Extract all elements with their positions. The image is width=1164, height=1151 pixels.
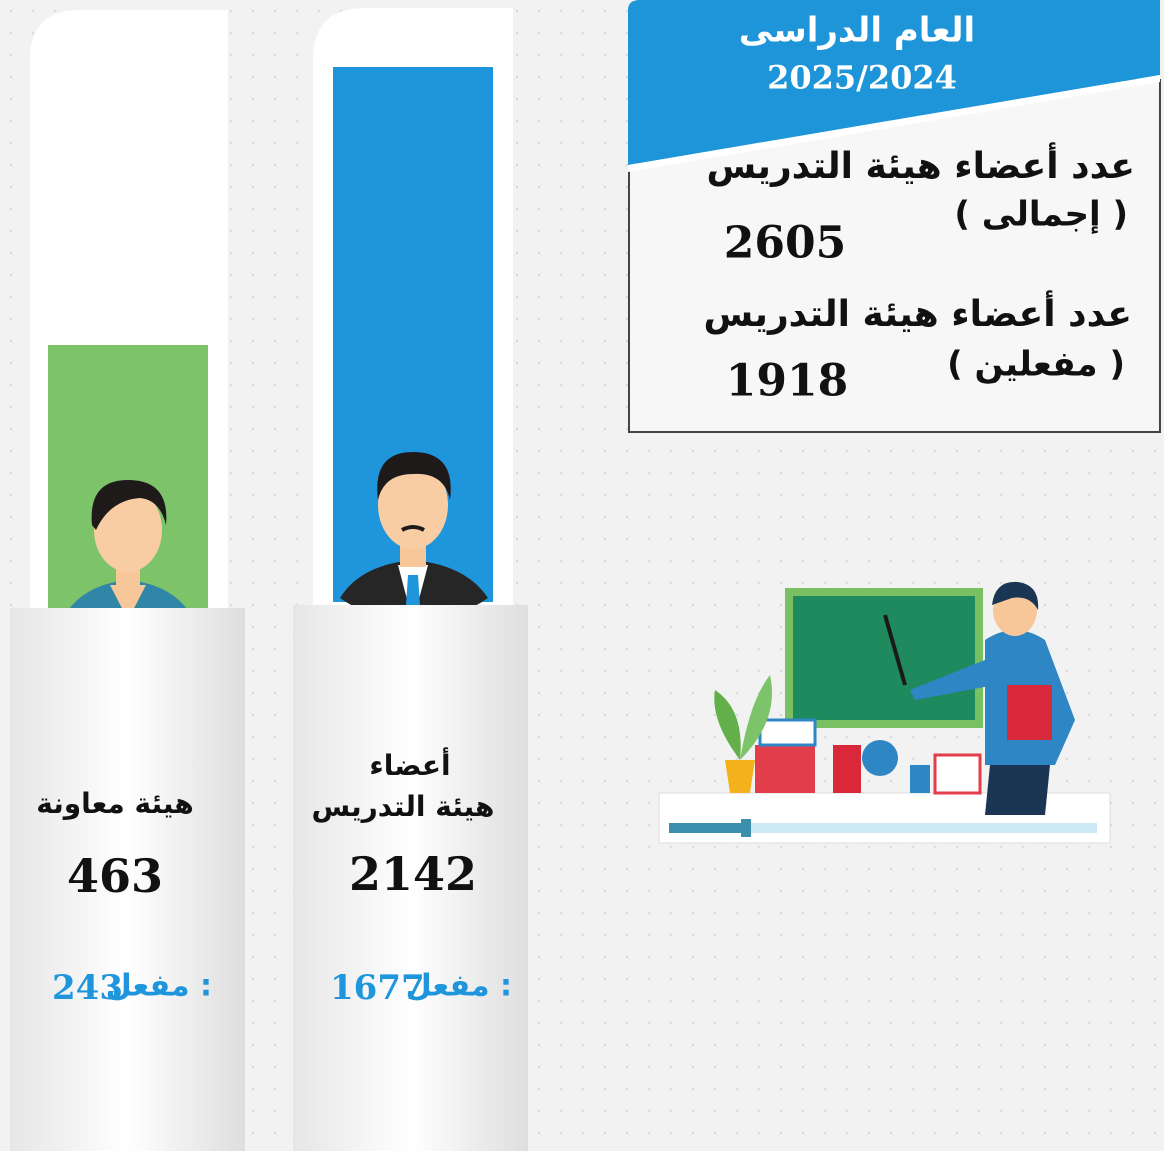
card-title: هيئة التدريس	[312, 790, 495, 823]
header-edge	[628, 75, 1160, 172]
card-title: أعضاء	[369, 747, 450, 782]
header-year: 2025/2024	[767, 59, 957, 97]
header-title: العام الدراسى	[739, 11, 975, 51]
active-label: مفعل :	[106, 969, 212, 1004]
active-label: مفعل :	[406, 969, 512, 1004]
header-band	[628, 0, 1160, 165]
card-value: 2142	[349, 847, 477, 901]
summary-note: ( إجمالى )	[954, 195, 1128, 235]
summary-note: ( مفعلين )	[947, 345, 1125, 385]
card-value: 463	[67, 849, 163, 903]
summary-value: 1918	[726, 356, 848, 407]
card-bottom	[10, 608, 245, 1151]
teacher-illustration	[658, 581, 1111, 844]
active-value: 243	[52, 968, 123, 1008]
active-value: 1677	[330, 968, 425, 1008]
card-bottom	[293, 605, 528, 1151]
card-title: هيئة معاونة	[36, 787, 194, 820]
summary-label: عدد أعضاء هيئة التدريس	[704, 290, 1132, 335]
summary-value: 2605	[724, 218, 846, 269]
summary-label: عدد أعضاء هيئة التدريس	[707, 142, 1135, 187]
